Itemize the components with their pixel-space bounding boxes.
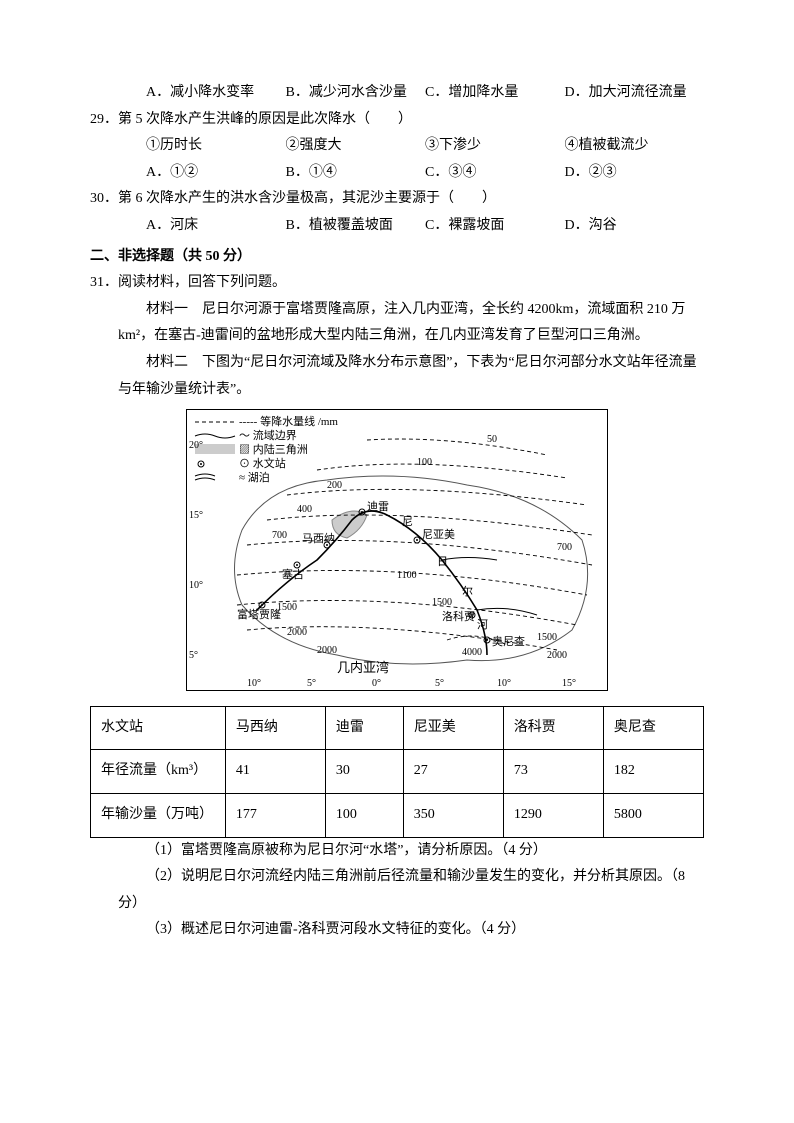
q28-opt-d: D．加大河流径流量 xyxy=(565,80,705,107)
svg-text:400: 400 xyxy=(297,504,312,515)
q31-sub-3: （3）概述尼日尔河迪雷-洛科贾河段水文特征的变化。（4 分） xyxy=(90,917,704,944)
svg-text:河: 河 xyxy=(477,618,488,631)
table-row-sediment: 年输沙量（万吨） 177 100 350 1290 5800 xyxy=(91,793,704,837)
q29-opt-a: A．①② xyxy=(146,160,286,187)
niger-river-map: ----- 等降水量线 /mm ～ 流域边界 ▨ 内陆三角洲 ⊙ 水文站 ≈ 湖… xyxy=(186,409,608,691)
svg-text:洛科贾: 洛科贾 xyxy=(442,609,475,623)
svg-text:4000: 4000 xyxy=(462,647,482,658)
q29-subitems: ①历时长 ②强度大 ③下渗少 ④植被截流少 xyxy=(90,133,704,160)
table-header-row: 水文站 马西纳 迪雷 尼亚美 洛科贾 奥尼查 xyxy=(91,706,704,750)
q30-options: A．河床 B．植被覆盖坡面 C．裸露坡面 D．沟谷 xyxy=(90,213,704,240)
q30-opt-d: D．沟谷 xyxy=(565,213,705,240)
q28-opt-b: B．减少河水含沙量 xyxy=(286,80,426,107)
svg-text:15°: 15° xyxy=(189,510,203,521)
svg-text:尔: 尔 xyxy=(462,585,473,598)
legend-delta: ▨ 内陆三角洲 xyxy=(239,442,308,456)
q31-stem: 阅读材料，回答下列问题。 xyxy=(118,270,704,297)
svg-text:15°: 15° xyxy=(562,678,576,689)
th-masina: 马西纳 xyxy=(225,706,325,750)
section-2-heading: 二、非选择题（共 50 分） xyxy=(90,244,704,271)
svg-text:10°: 10° xyxy=(189,580,203,591)
th-lokoja: 洛科贾 xyxy=(503,706,603,750)
q30-opt-a: A．河床 xyxy=(146,213,286,240)
q31-map: ----- 等降水量线 /mm ～ 流域边界 ▨ 内陆三角洲 ⊙ 水文站 ≈ 湖… xyxy=(90,409,704,702)
q29-options: A．①② B．①④ C．③④ D．②③ xyxy=(90,160,704,187)
q28-opt-c: C．增加降水量 xyxy=(425,80,565,107)
th-onicha: 奥尼查 xyxy=(603,706,703,750)
svg-text:马西纳: 马西纳 xyxy=(302,532,335,545)
svg-text:塞古: 塞古 xyxy=(282,567,304,581)
q31-table: 水文站 马西纳 迪雷 尼亚美 洛科贾 奥尼查 年径流量（km³） 41 30 2… xyxy=(90,706,704,838)
svg-text:尼亚美: 尼亚美 xyxy=(422,528,455,541)
svg-text:50: 50 xyxy=(487,434,497,445)
q28-options: A．减小降水变率 B．减少河水含沙量 C．增加降水量 D．加大河流径流量 xyxy=(90,80,704,107)
svg-text:700: 700 xyxy=(557,542,572,553)
q30-stem: 第 6 次降水产生的洪水含沙量极高，其泥沙主要源于（ ） xyxy=(118,186,704,213)
q30-opt-b: B．植被覆盖坡面 xyxy=(286,213,426,240)
th-niamey: 尼亚美 xyxy=(403,706,503,750)
q31-sub-2: （2）说明尼日尔河流经内陆三角洲前后径流量和输沙量发生的变化，并分析其原因。（8… xyxy=(90,864,704,917)
svg-text:2000: 2000 xyxy=(287,627,307,638)
legend-isoline: ----- 等降水量线 /mm xyxy=(239,414,338,428)
q31-material-2: 材料二 下图为“尼日尔河流域及降水分布示意图”，下表为“尼日尔河部分水文站年径流… xyxy=(90,350,704,403)
q31-sub-1: （1）富塔贾隆高原被称为尼日尔河“水塔”，请分析原因。（4 分） xyxy=(90,838,704,865)
svg-text:10°: 10° xyxy=(497,678,511,689)
svg-text:日: 日 xyxy=(437,556,448,568)
q29-sub-1: ①历时长 xyxy=(146,133,286,160)
svg-text:1500: 1500 xyxy=(537,632,557,643)
svg-text:迪雷: 迪雷 xyxy=(367,500,389,513)
svg-text:2000: 2000 xyxy=(317,645,337,656)
svg-text:5°: 5° xyxy=(189,650,198,661)
th-dire: 迪雷 xyxy=(325,706,403,750)
q29: 29． 第 5 次降水产生洪峰的原因是此次降水（ ） xyxy=(90,107,704,134)
svg-text:2000: 2000 xyxy=(547,650,567,661)
q29-opt-c: C．③④ xyxy=(425,160,565,187)
q29-opt-d: D．②③ xyxy=(565,160,705,187)
legend-station: ⊙ 水文站 xyxy=(239,456,286,470)
q31-material-1: 材料一 尼日尔河源于富塔贾隆高原，注入几内亚湾，全长约 4200km，流域面积 … xyxy=(90,297,704,350)
q28-opt-a: A．减小降水变率 xyxy=(146,80,286,107)
svg-text:10°: 10° xyxy=(247,678,261,689)
q31: 31． 阅读材料，回答下列问题。 xyxy=(90,270,704,297)
svg-text:尼: 尼 xyxy=(402,515,413,528)
svg-text:富塔贾隆: 富塔贾隆 xyxy=(237,607,281,621)
svg-text:1500: 1500 xyxy=(432,597,452,608)
svg-text:700: 700 xyxy=(272,530,287,541)
q30-num: 30． xyxy=(90,186,118,213)
q29-sub-3: ③下渗少 xyxy=(425,133,565,160)
q29-opt-b: B．①④ xyxy=(286,160,426,187)
svg-text:几内亚湾: 几内亚湾 xyxy=(337,660,389,675)
svg-text:20°: 20° xyxy=(189,440,203,451)
svg-text:0°: 0° xyxy=(372,678,381,689)
legend-lake: ≈ 湖泊 xyxy=(239,471,270,484)
q30-opt-c: C．裸露坡面 xyxy=(425,213,565,240)
svg-text:奥尼查: 奥尼查 xyxy=(492,634,525,648)
svg-text:5°: 5° xyxy=(307,678,316,689)
th-station: 水文站 xyxy=(91,706,226,750)
svg-text:200: 200 xyxy=(327,480,342,491)
q29-num: 29． xyxy=(90,107,118,134)
q29-sub-4: ④植被截流少 xyxy=(565,133,705,160)
legend-boundary: ～ 流域边界 xyxy=(239,428,297,442)
svg-text:1100: 1100 xyxy=(397,570,417,581)
svg-text:5°: 5° xyxy=(435,678,444,689)
q29-sub-2: ②强度大 xyxy=(286,133,426,160)
q31-num: 31． xyxy=(90,270,118,297)
table-row-runoff: 年径流量（km³） 41 30 27 73 182 xyxy=(91,750,704,794)
q30: 30． 第 6 次降水产生的洪水含沙量极高，其泥沙主要源于（ ） xyxy=(90,186,704,213)
svg-text:1500: 1500 xyxy=(277,602,297,613)
q29-stem: 第 5 次降水产生洪峰的原因是此次降水（ ） xyxy=(118,107,704,134)
svg-text:100: 100 xyxy=(417,457,432,468)
